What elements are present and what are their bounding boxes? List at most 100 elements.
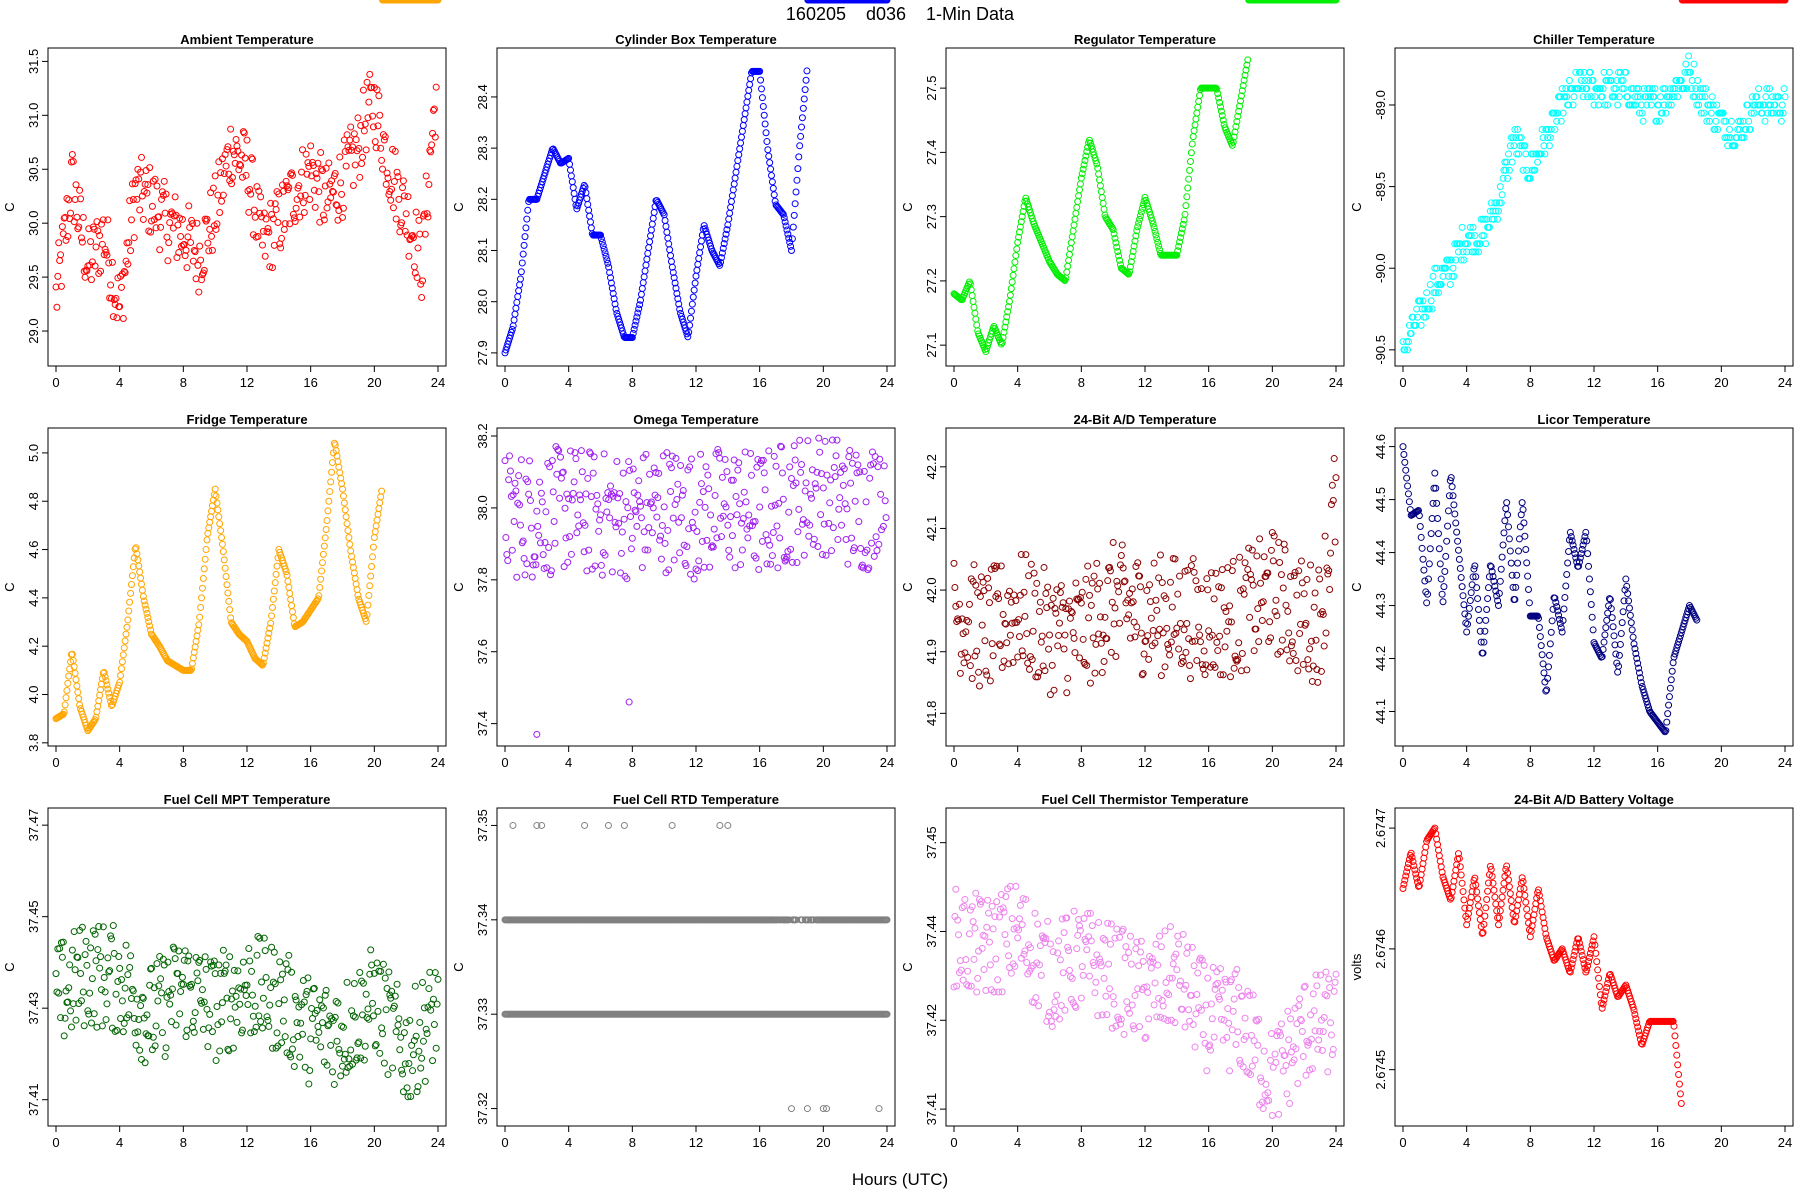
data-point	[1167, 638, 1175, 646]
y-tick-label: -89.5	[1373, 172, 1388, 202]
data-point	[639, 279, 647, 287]
data-point	[95, 269, 103, 277]
data-point	[1659, 85, 1667, 93]
x-tick-label: 24	[1778, 755, 1792, 770]
data-point	[1036, 598, 1044, 606]
data-point	[1018, 213, 1026, 221]
data-point	[56, 256, 64, 264]
data-point	[1545, 651, 1553, 659]
data-point	[134, 1028, 142, 1036]
data-point	[1673, 644, 1681, 652]
y-tick-label: 28.0	[475, 289, 490, 314]
data-point	[1003, 639, 1011, 647]
data-point	[91, 930, 99, 938]
data-point	[265, 629, 273, 637]
data-point	[1587, 93, 1595, 101]
x-tick-label: 24	[1329, 1135, 1343, 1150]
data-point	[350, 979, 358, 987]
data-point	[959, 976, 967, 984]
x-tick-label: 8	[1078, 755, 1085, 770]
data-point	[392, 1028, 400, 1036]
data-point	[723, 468, 731, 476]
data-point	[185, 952, 193, 960]
data-point	[1076, 654, 1084, 662]
data-point	[1427, 297, 1435, 305]
data-point	[1685, 605, 1693, 613]
data-point	[1442, 552, 1450, 560]
data-point	[984, 896, 992, 904]
data-point	[1111, 604, 1119, 612]
data-point	[1327, 549, 1335, 557]
y-tick-label: 27.9	[475, 340, 490, 365]
data-point	[1045, 645, 1053, 653]
data-point	[663, 449, 671, 457]
data-point	[1438, 264, 1446, 272]
data-point	[512, 487, 520, 495]
data-point	[269, 215, 277, 223]
data-point	[1123, 269, 1131, 277]
data-point	[1114, 248, 1122, 256]
data-point	[753, 463, 761, 471]
data-point	[97, 220, 105, 228]
data-point	[1703, 117, 1711, 125]
data-point	[345, 1055, 353, 1063]
data-point	[258, 241, 266, 249]
data-point	[192, 275, 200, 283]
plot-frame	[945, 807, 1345, 1127]
data-point	[387, 196, 395, 204]
data-point	[208, 232, 216, 240]
data-point	[1019, 207, 1027, 215]
data-point	[1531, 166, 1539, 174]
data-point	[290, 1062, 298, 1070]
data-point	[1522, 150, 1530, 158]
data-point	[535, 531, 543, 539]
data-point	[1286, 657, 1294, 665]
data-point	[1635, 664, 1643, 672]
data-point	[1665, 93, 1673, 101]
data-point	[795, 505, 803, 513]
data-point	[1236, 553, 1244, 561]
data-point	[69, 157, 77, 165]
data-point	[1640, 689, 1648, 697]
data-point	[672, 454, 680, 462]
data-point	[537, 489, 545, 497]
data-point	[377, 493, 385, 501]
data-point	[761, 120, 769, 128]
data-point	[1124, 269, 1132, 277]
data-point	[1548, 617, 1556, 625]
data-point	[866, 474, 874, 482]
data-point	[601, 551, 609, 559]
data-point	[270, 587, 278, 595]
data-point	[1452, 256, 1460, 264]
data-point	[1078, 170, 1086, 178]
data-point	[1473, 584, 1481, 592]
data-point	[1186, 675, 1194, 683]
data-point	[583, 195, 591, 203]
data-point	[318, 1002, 326, 1010]
data-point	[409, 1051, 417, 1059]
data-point	[52, 970, 60, 978]
data-point	[806, 521, 814, 529]
data-point	[122, 630, 130, 638]
data-point	[1223, 627, 1231, 635]
data-point	[1515, 150, 1523, 158]
data-point	[957, 966, 965, 974]
data-point	[1205, 627, 1213, 635]
data-point	[706, 563, 714, 571]
data-point	[1219, 671, 1227, 679]
data-point	[1599, 645, 1607, 653]
data-point	[339, 485, 346, 493]
data-point	[965, 600, 973, 608]
data-point	[1713, 101, 1721, 109]
data-point	[859, 564, 867, 572]
data-point	[72, 676, 80, 684]
data-point	[1177, 229, 1185, 237]
data-point	[1111, 234, 1119, 242]
data-point	[1446, 281, 1454, 289]
x-tick-label: 4	[1463, 755, 1470, 770]
data-point	[316, 584, 324, 592]
data-point	[765, 152, 773, 160]
data-point	[1258, 616, 1266, 624]
data-point	[1623, 582, 1631, 590]
data-point	[523, 215, 531, 223]
